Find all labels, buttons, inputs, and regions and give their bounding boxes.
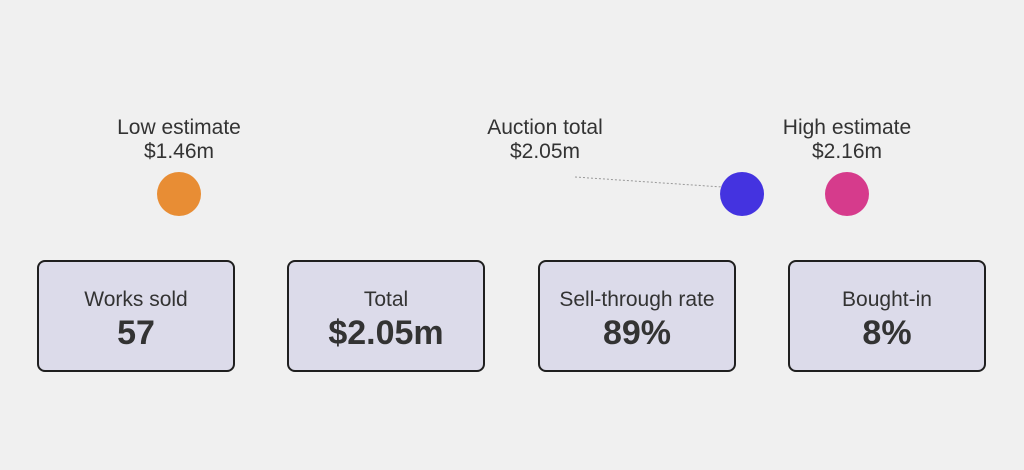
works-sold-card: Works sold 57: [37, 260, 235, 372]
auction-total-value: $2.05m: [509, 140, 581, 163]
auction-total-title: Auction total: [487, 116, 603, 139]
total-value: $2.05m: [328, 314, 444, 352]
auction-total-leader-line: [574, 176, 723, 188]
low-estimate-value: $1.46m: [143, 140, 215, 163]
total-label: Total: [363, 288, 409, 311]
bought-in-value: 8%: [862, 314, 912, 352]
low-estimate-title: Low estimate: [117, 116, 241, 139]
low-estimate-dot: [157, 172, 201, 216]
high-estimate-title: High estimate: [782, 116, 912, 139]
bought-in-card: Bought-in 8%: [788, 260, 986, 372]
sell-through-card: Sell-through rate 89%: [538, 260, 736, 372]
sell-through-value: 89%: [602, 314, 672, 352]
works-sold-value: 57: [117, 314, 155, 352]
high-estimate-value: $2.16m: [811, 140, 883, 163]
high-estimate-label: High estimate $2.16m: [747, 116, 947, 164]
sell-through-label: Sell-through rate: [559, 288, 715, 311]
total-card: Total $2.05m: [287, 260, 485, 372]
high-estimate-dot: [825, 172, 869, 216]
bought-in-label: Bought-in: [842, 288, 932, 311]
low-estimate-label: Low estimate $1.46m: [79, 116, 279, 164]
auction-total-dot: [720, 172, 765, 216]
works-sold-label: Works sold: [84, 288, 188, 311]
estimate-range-chart: [157, 172, 869, 216]
auction-total-label: Auction total $2.05m: [445, 116, 645, 164]
